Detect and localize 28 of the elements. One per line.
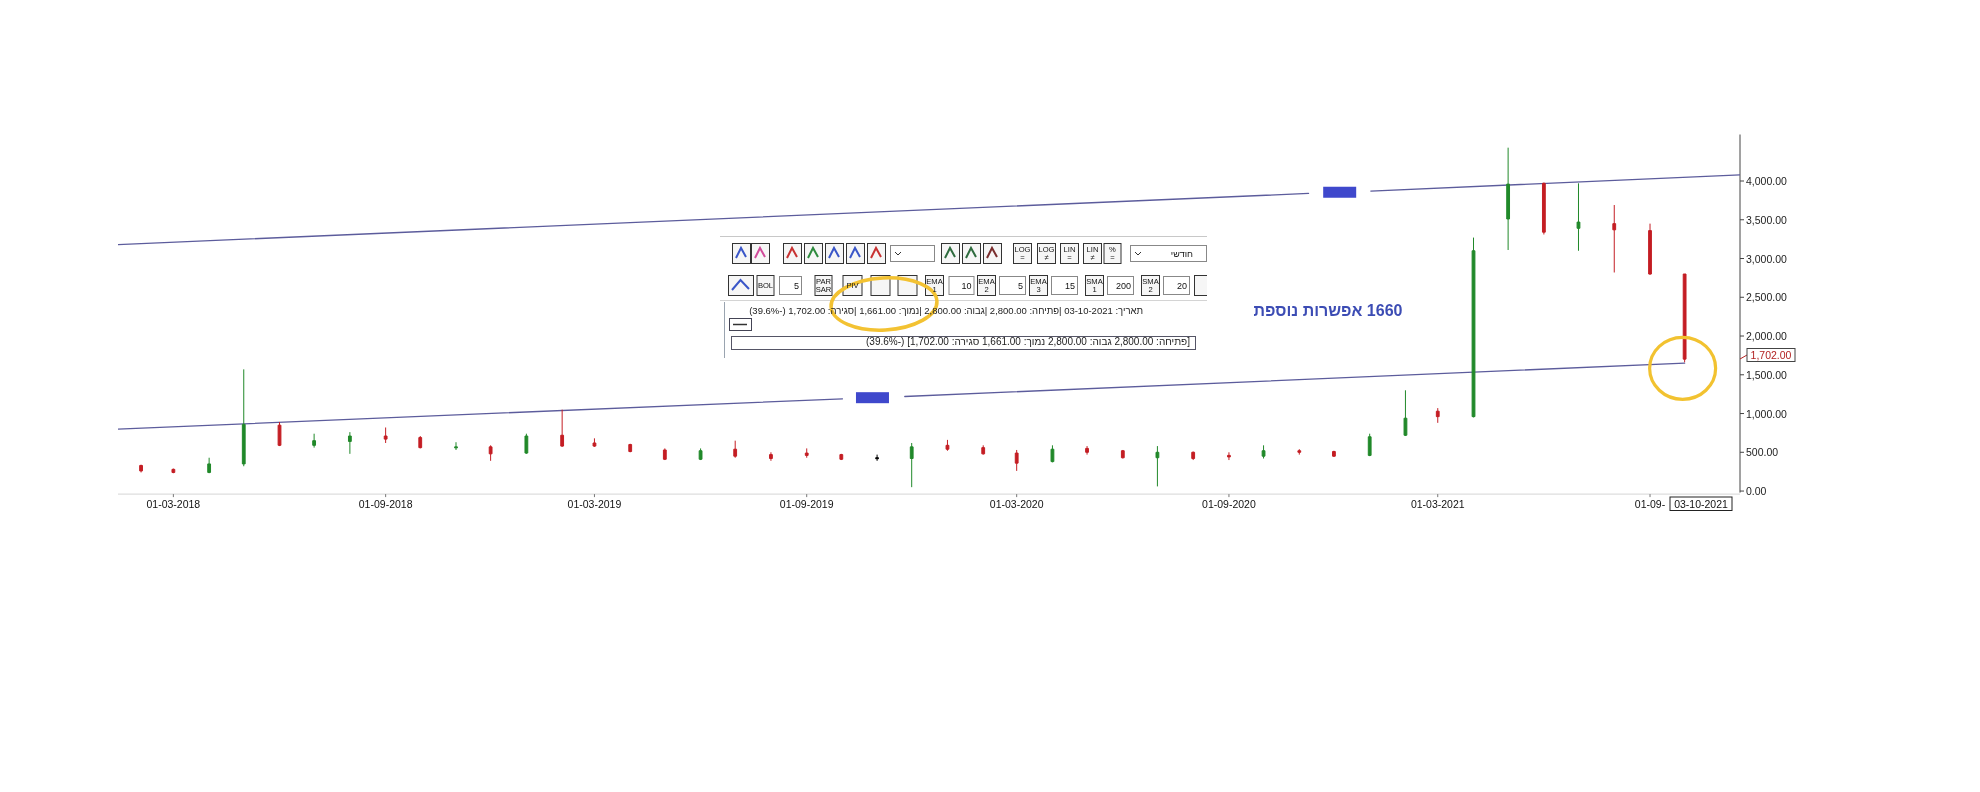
annotation: 10	[961, 280, 972, 291]
y-tick-label: 4,000.00	[1746, 175, 1788, 188]
y-tick-label: 2,500.00	[1746, 291, 1788, 304]
text: 03-10-2021	[1674, 497, 1729, 510]
x-tick-label: 01-03-2018	[146, 497, 201, 510]
y-tick-label: 3,500.00	[1746, 213, 1788, 226]
x-tick-label: 01-03-2019	[567, 497, 622, 510]
y-tick-label: 1,000.00	[1746, 407, 1788, 420]
annotation: 5	[1017, 280, 1023, 291]
x-tick-label: 01-09-2019	[779, 497, 834, 510]
x-tick-label: 01-09-2018	[358, 497, 413, 510]
x-tick-label: 01-09-2020	[1202, 497, 1256, 510]
x-tick-label: 01-09-	[1634, 497, 1666, 510]
x-tick-label: 01-03-2021	[1410, 497, 1465, 510]
annotation: [פתיחה: 2,800.00 גבוה: 2,800.00 נמוך: 1,661.00 סגירה: 1,702.00] (-39.6%)	[866, 336, 1190, 349]
y-tick-label: 3,000.00	[1746, 252, 1788, 265]
y-tick-label: 1,500.00	[1746, 368, 1788, 381]
annotation: חודשי	[1170, 248, 1194, 259]
annotation: 200	[1115, 280, 1131, 291]
y-tick-label: 500.00	[1746, 446, 1779, 459]
y-tick-label: 0.00	[1746, 485, 1767, 498]
annotation: 1660 אפשרות נוספת	[1253, 302, 1403, 320]
annotation: 20	[1176, 280, 1187, 291]
annotation: 5	[793, 280, 799, 291]
x-tick-label: 01-03-2020	[989, 497, 1044, 510]
y-tick-label: 2,000.00	[1746, 330, 1788, 343]
text: 1,702.00	[1750, 349, 1792, 361]
annotation: 15	[1064, 280, 1075, 291]
